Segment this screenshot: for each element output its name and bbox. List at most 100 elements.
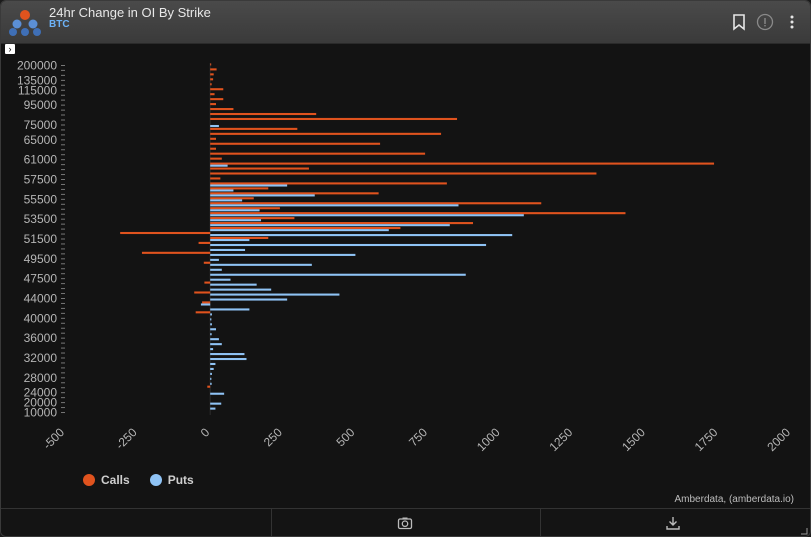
bar-puts-45000[interactable] xyxy=(210,293,340,296)
bar-calls-64000[interactable] xyxy=(210,142,381,145)
bar-calls-150000[interactable] xyxy=(210,73,214,76)
bar-calls-120000[interactable] xyxy=(210,83,212,86)
bar-calls-57500[interactable] xyxy=(210,177,221,180)
bar-calls-53500[interactable] xyxy=(210,217,295,220)
bar-puts-39000[interactable] xyxy=(210,323,212,326)
bar-calls-61000[interactable] xyxy=(210,157,222,160)
legend-item-puts[interactable]: Puts xyxy=(149,473,194,487)
bar-calls-54500[interactable] xyxy=(210,207,280,210)
bar-calls-45000[interactable] xyxy=(194,291,211,294)
bar-calls-50000[interactable] xyxy=(141,251,211,254)
bar-puts-40000[interactable] xyxy=(210,318,212,321)
bar-calls-57000[interactable] xyxy=(210,182,447,185)
bar-calls-52000[interactable] xyxy=(120,231,211,235)
bar-puts-38000[interactable] xyxy=(210,328,217,331)
bar-puts-29000[interactable] xyxy=(210,372,212,375)
bar-calls-52500[interactable] xyxy=(210,227,401,230)
bar-calls-43000[interactable] xyxy=(202,301,211,304)
bar-puts-50500[interactable] xyxy=(210,248,246,251)
bar-puts-47500[interactable] xyxy=(210,278,231,281)
resize-handle-icon[interactable] xyxy=(800,527,808,535)
bar-puts-27000[interactable] xyxy=(210,382,212,385)
bar-calls-49000[interactable] xyxy=(203,261,211,264)
bar-calls-175000[interactable] xyxy=(210,68,217,71)
bar-calls-54000[interactable] xyxy=(210,212,626,215)
puts-swatch xyxy=(149,474,162,486)
bookmark-icon[interactable] xyxy=(730,13,748,31)
bar-calls-70000[interactable] xyxy=(210,127,298,130)
screenshot-button[interactable] xyxy=(272,509,541,536)
bar-puts-75000[interactable] xyxy=(210,124,219,128)
bar-puts-56000[interactable] xyxy=(210,194,315,197)
bar-calls-58000[interactable] xyxy=(210,172,597,175)
bar-puts-30000[interactable] xyxy=(210,367,214,370)
bar-calls-110000[interactable] xyxy=(210,93,215,96)
bar-calls-200000[interactable] xyxy=(210,63,212,66)
bar-calls-47000[interactable] xyxy=(204,281,211,284)
bar-puts-32000[interactable] xyxy=(210,357,247,361)
bar-puts-20000[interactable] xyxy=(210,402,222,405)
bar-puts-34000[interactable] xyxy=(210,348,214,351)
bar-calls-63000[interactable] xyxy=(210,147,217,150)
bar-calls-100000[interactable] xyxy=(210,98,224,101)
more-menu-icon[interactable] xyxy=(783,13,801,31)
bar-puts-28000[interactable] xyxy=(210,377,212,380)
bar-calls-59000[interactable] xyxy=(210,167,309,170)
bar-calls-62000[interactable] xyxy=(210,152,426,155)
bar-puts-43000[interactable] xyxy=(200,303,211,306)
bar-puts-55000[interactable] xyxy=(210,204,459,207)
bar-puts-55500[interactable] xyxy=(210,199,243,202)
bar-puts-48500[interactable] xyxy=(210,268,222,271)
bar-calls-55000[interactable] xyxy=(210,202,542,205)
expand-toggle-button[interactable]: › xyxy=(5,44,15,54)
bar-puts-57000[interactable] xyxy=(210,184,288,187)
bar-puts-46000[interactable] xyxy=(210,288,272,291)
bar-calls-56500[interactable] xyxy=(210,187,269,190)
bar-calls-51500[interactable] xyxy=(210,236,269,239)
bar-calls-26000[interactable] xyxy=(207,385,211,388)
bar-calls-53000[interactable] xyxy=(210,222,474,225)
bar-puts-31000[interactable] xyxy=(210,362,216,366)
bar-puts-52500[interactable] xyxy=(210,229,389,232)
bar-puts-54500[interactable] xyxy=(210,209,260,212)
bar-puts-56500[interactable] xyxy=(210,189,234,192)
bar-puts-50000[interactable] xyxy=(210,253,356,256)
bar-puts-53000[interactable] xyxy=(210,224,450,227)
bar-puts-41000[interactable] xyxy=(210,313,212,316)
bar-puts-51500[interactable] xyxy=(210,239,250,242)
bar-calls-65000[interactable] xyxy=(210,137,217,140)
bar-calls-85000[interactable] xyxy=(210,112,317,116)
bar-puts-37000[interactable] xyxy=(210,333,212,336)
bar-puts-42000[interactable] xyxy=(210,308,250,311)
bar-puts-52000[interactable] xyxy=(210,234,513,237)
bar-calls-60000[interactable] xyxy=(210,162,715,165)
download-button[interactable] xyxy=(541,509,810,536)
bar-calls-115000[interactable] xyxy=(210,88,224,91)
bar-puts-60000[interactable] xyxy=(210,164,228,167)
bar-puts-49500[interactable] xyxy=(210,258,219,261)
bar-calls-55500[interactable] xyxy=(210,197,254,200)
bar-calls-56000[interactable] xyxy=(210,192,379,195)
bar-calls-41000[interactable] xyxy=(195,311,211,314)
bar-puts-51000[interactable] xyxy=(210,243,487,247)
bar-puts-24000[interactable] xyxy=(210,392,225,395)
bar-puts-47000[interactable] xyxy=(210,283,257,286)
bar-calls-90000[interactable] xyxy=(210,108,234,111)
bar-calls-66000[interactable] xyxy=(210,132,442,135)
bar-calls-95000[interactable] xyxy=(210,103,217,106)
bar-calls-51000[interactable] xyxy=(198,241,211,244)
bar-puts-36000[interactable] xyxy=(210,338,219,341)
bar-puts-49000[interactable] xyxy=(210,263,312,266)
bar-puts-35000[interactable] xyxy=(210,343,222,346)
bar-puts-54000[interactable] xyxy=(210,214,524,217)
bar-puts-44000[interactable] xyxy=(210,298,288,301)
info-icon[interactable] xyxy=(756,13,774,31)
bar-calls-135000[interactable] xyxy=(210,78,214,81)
bar-puts-48000[interactable] xyxy=(210,273,466,276)
bar-calls-80000[interactable] xyxy=(210,117,458,121)
bar-puts-33000[interactable] xyxy=(210,353,245,356)
bar-puts-53500[interactable] xyxy=(210,219,262,222)
source-credit: Amberdata, (amberdata.io) xyxy=(674,494,794,505)
bar-puts-19000[interactable] xyxy=(210,407,216,410)
legend-item-calls[interactable]: Calls xyxy=(83,473,130,487)
